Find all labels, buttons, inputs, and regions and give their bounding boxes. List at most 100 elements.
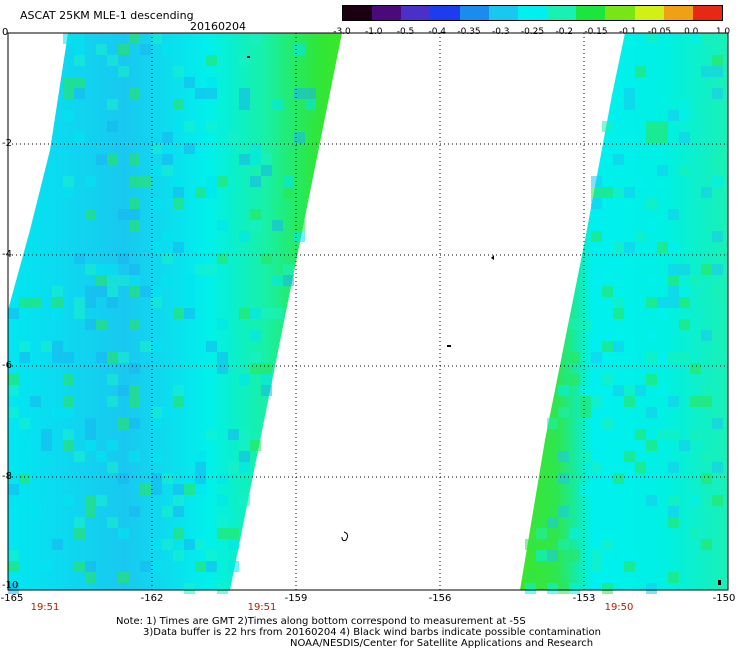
wind-cell [52,308,63,319]
wind-cell [613,341,624,352]
wind-cell [679,440,690,451]
wind-cell [547,550,558,561]
wind-cell [228,429,239,440]
colorbar-segment [430,6,461,20]
wind-cell [85,429,96,440]
wind-cell [151,473,162,484]
wind-cell [195,451,206,462]
wind-cell [173,99,184,110]
note-line: NOAA/NESDIS/Center for Satellite Applica… [290,638,594,649]
wind-cell [239,429,250,440]
map-frame [7,32,729,591]
wind-cell [228,528,239,539]
wind-cell [239,440,250,451]
wind-cell [19,297,30,308]
wind-cell [151,484,162,495]
wind-cell [558,385,569,396]
wind-cell [184,583,195,594]
colorbar-label: 1.0 [715,27,731,37]
wind-cell [591,187,602,198]
wind-cell [712,264,723,275]
wind-cell [668,275,679,286]
wind-cell [129,275,140,286]
colorbar-label: 0.0 [684,27,699,37]
wind-cell [52,352,63,363]
wind-cell [107,396,118,407]
colorbar-segment [576,6,606,20]
wind-cell [206,77,217,88]
colorbar-label: -0.4 [428,27,447,37]
wind-cell [624,550,635,561]
wind-cell [712,88,723,99]
left-swath-cells [8,33,316,594]
wind-cell [118,418,129,429]
wind-cell [602,330,613,341]
colorbar-label: -0.15 [584,27,608,37]
wind-cell [217,495,228,506]
wind-cell [668,572,679,583]
wind-cell [74,451,85,462]
wind-cell [646,330,657,341]
wind-cell [74,253,85,264]
wind-cell [118,528,129,539]
wind-cell [624,385,635,396]
wind-cell [19,473,30,484]
gridlines [8,33,728,590]
wind-cell [602,341,613,352]
wind-cell [261,165,272,176]
wind-cell [173,484,184,495]
wind-cell [30,506,41,517]
wind-cell [129,264,140,275]
wind-cell [690,33,701,44]
wind-cell [217,253,228,264]
note-line: Note: 1) Times are GMT 2)Times along bot… [116,616,526,627]
colorbar-segment [547,6,577,20]
wind-cell [569,528,580,539]
wind-cell [8,550,19,561]
wind-cell [690,495,701,506]
wind-cell [118,473,129,484]
colorbar [342,5,723,21]
colorbar-segment [401,6,431,20]
wind-cell [283,176,294,187]
wind-cell [624,99,635,110]
wind-cell [657,297,668,308]
wind-cell [701,187,712,198]
wind-cell [184,121,195,132]
wind-cell [140,176,151,187]
wind-cell [63,407,74,418]
wind-cell [85,418,96,429]
wind-cell [74,528,85,539]
wind-cell [261,308,272,319]
wind-cell [547,418,558,429]
wind-cell [668,506,679,517]
wind-cell [305,110,316,121]
wind-cell [646,374,657,385]
colorbar-segment [343,6,373,20]
wind-cell [184,539,195,550]
wind-cell [294,44,305,55]
wind-cell [8,484,19,495]
wind-cell [668,352,679,363]
wind-cell [206,121,217,132]
wind-cell [74,561,85,572]
wind-cell [712,55,723,66]
wind-cell [63,396,74,407]
wind-cell [613,308,624,319]
wind-cell [657,352,668,363]
wind-cell [668,495,679,506]
wind-cell [294,88,305,99]
wind-cell [107,297,118,308]
wind-cell [41,440,52,451]
wind-cell [646,297,657,308]
wind-cell [701,451,712,462]
wind-cell [74,44,85,55]
wind-cell [52,539,63,550]
time-label: 19:50 [604,602,634,613]
wind-cell [228,539,239,550]
wind-cell [96,451,107,462]
wind-cell [85,506,96,517]
wind-cell [250,308,261,319]
wind-cell [679,110,690,121]
wind-cell [74,55,85,66]
